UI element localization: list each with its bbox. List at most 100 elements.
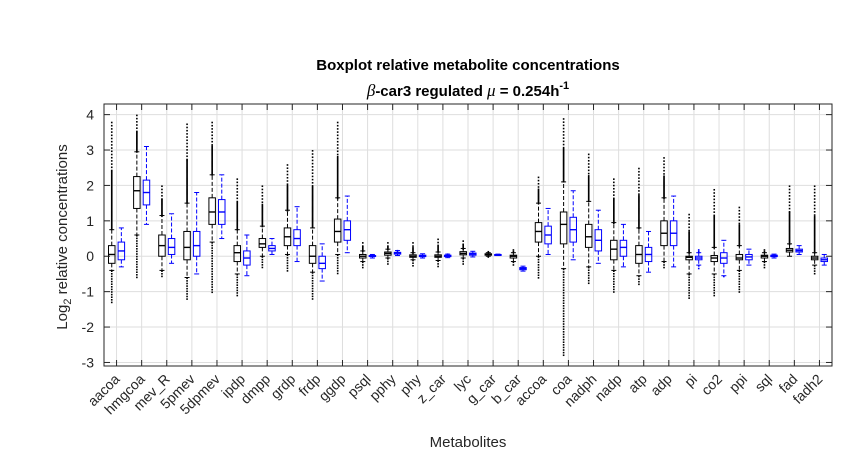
outlier-point bbox=[638, 224, 640, 227]
outlier-point bbox=[587, 188, 590, 190]
outlier-point bbox=[110, 278, 113, 280]
outlier-point bbox=[713, 201, 716, 204]
outlier-point bbox=[562, 143, 565, 146]
outlier-point bbox=[562, 279, 565, 281]
outlier-point bbox=[813, 237, 816, 240]
outlier-point bbox=[788, 218, 791, 220]
outlier-point bbox=[161, 208, 163, 211]
outlier-point bbox=[261, 208, 264, 210]
outlier-point bbox=[211, 270, 213, 273]
outlier-point bbox=[638, 215, 640, 218]
iqr-box bbox=[333, 218, 342, 243]
outlier-point bbox=[663, 175, 665, 178]
outlier-point bbox=[336, 171, 339, 173]
outlier-point bbox=[236, 220, 239, 222]
outlier-point bbox=[738, 278, 741, 280]
iqr-box bbox=[167, 238, 176, 255]
outlier-point bbox=[713, 208, 716, 210]
outlier-point bbox=[236, 200, 239, 203]
box-hmgcoa bbox=[142, 145, 151, 225]
outlier-point bbox=[136, 136, 138, 139]
box-nadp bbox=[610, 178, 618, 293]
outlier-point bbox=[286, 194, 289, 197]
outlier-point bbox=[136, 237, 138, 240]
outlier-point bbox=[713, 211, 716, 213]
outlier-point bbox=[562, 344, 565, 346]
outlier-point bbox=[763, 249, 766, 251]
outlier-point bbox=[186, 280, 188, 282]
outlier-point bbox=[813, 217, 816, 220]
outlier-point bbox=[286, 199, 289, 201]
box-adp bbox=[660, 157, 668, 269]
outlier-point bbox=[788, 198, 791, 200]
outlier-point bbox=[211, 249, 213, 252]
box-z_car bbox=[443, 253, 452, 259]
outlier-point bbox=[286, 170, 289, 173]
outlier-point bbox=[412, 262, 414, 264]
outlier-point bbox=[336, 128, 339, 130]
outlier-point bbox=[211, 156, 213, 159]
outlier-point bbox=[236, 211, 239, 213]
outlier-point bbox=[713, 240, 716, 243]
outlier-point bbox=[186, 185, 188, 188]
outlier-point bbox=[562, 276, 565, 279]
outlier-point bbox=[688, 289, 690, 292]
outlier-point bbox=[136, 133, 138, 136]
outlier-point bbox=[813, 236, 816, 239]
outlier-point bbox=[161, 185, 163, 188]
outlier-point bbox=[336, 137, 339, 140]
box-mev_R bbox=[158, 185, 166, 278]
outlier-point bbox=[688, 236, 690, 239]
outlier-point bbox=[562, 177, 565, 180]
outlier-point bbox=[713, 286, 716, 289]
outlier-point bbox=[136, 148, 138, 151]
outlier-point bbox=[813, 198, 816, 200]
outlier-point bbox=[638, 201, 640, 204]
outlier-point bbox=[110, 213, 113, 215]
outlier-point bbox=[813, 220, 816, 222]
outlier-point bbox=[211, 151, 213, 153]
outlier-point bbox=[311, 203, 314, 206]
outlier-point bbox=[110, 191, 113, 193]
outlier-point bbox=[638, 204, 640, 207]
outlier-point bbox=[688, 237, 690, 240]
outlier-point bbox=[813, 234, 816, 237]
box-adp bbox=[669, 195, 678, 268]
outlier-point bbox=[211, 146, 213, 149]
outlier-point bbox=[688, 226, 690, 229]
outlier-point bbox=[110, 171, 113, 173]
outlier-point bbox=[613, 216, 615, 219]
outlier-point bbox=[110, 182, 113, 184]
outlier-point bbox=[236, 217, 239, 220]
box-phy bbox=[409, 242, 417, 267]
outlier-point bbox=[110, 291, 113, 293]
outlier-point bbox=[110, 212, 113, 214]
outlier-point bbox=[738, 283, 741, 286]
outlier-point bbox=[562, 158, 565, 161]
outlier-point bbox=[261, 201, 264, 204]
outlier-point bbox=[211, 244, 213, 247]
outlier-point bbox=[336, 164, 339, 167]
y-tick-label: -1 bbox=[82, 284, 95, 300]
outlier-point bbox=[613, 286, 615, 288]
outlier-point bbox=[512, 249, 515, 251]
outlier-point bbox=[788, 207, 791, 210]
outlier-point bbox=[336, 131, 339, 133]
outlier-point bbox=[688, 249, 690, 252]
outlier-point bbox=[587, 282, 590, 285]
outlier-point bbox=[638, 216, 640, 219]
outlier-point bbox=[562, 328, 565, 331]
outlier-point bbox=[110, 219, 113, 222]
outlier-point bbox=[437, 245, 439, 248]
outlier-point bbox=[738, 233, 741, 235]
outlier-point bbox=[613, 212, 615, 215]
outlier-point bbox=[161, 203, 163, 205]
outlier-point bbox=[110, 210, 113, 213]
outlier-point bbox=[236, 281, 239, 284]
outlier-point bbox=[311, 272, 314, 274]
outlier-point bbox=[713, 224, 716, 226]
y-tick-label: -2 bbox=[82, 319, 95, 335]
outlier-point bbox=[813, 244, 816, 246]
outlier-point bbox=[186, 187, 188, 190]
outlier-point bbox=[311, 204, 314, 207]
